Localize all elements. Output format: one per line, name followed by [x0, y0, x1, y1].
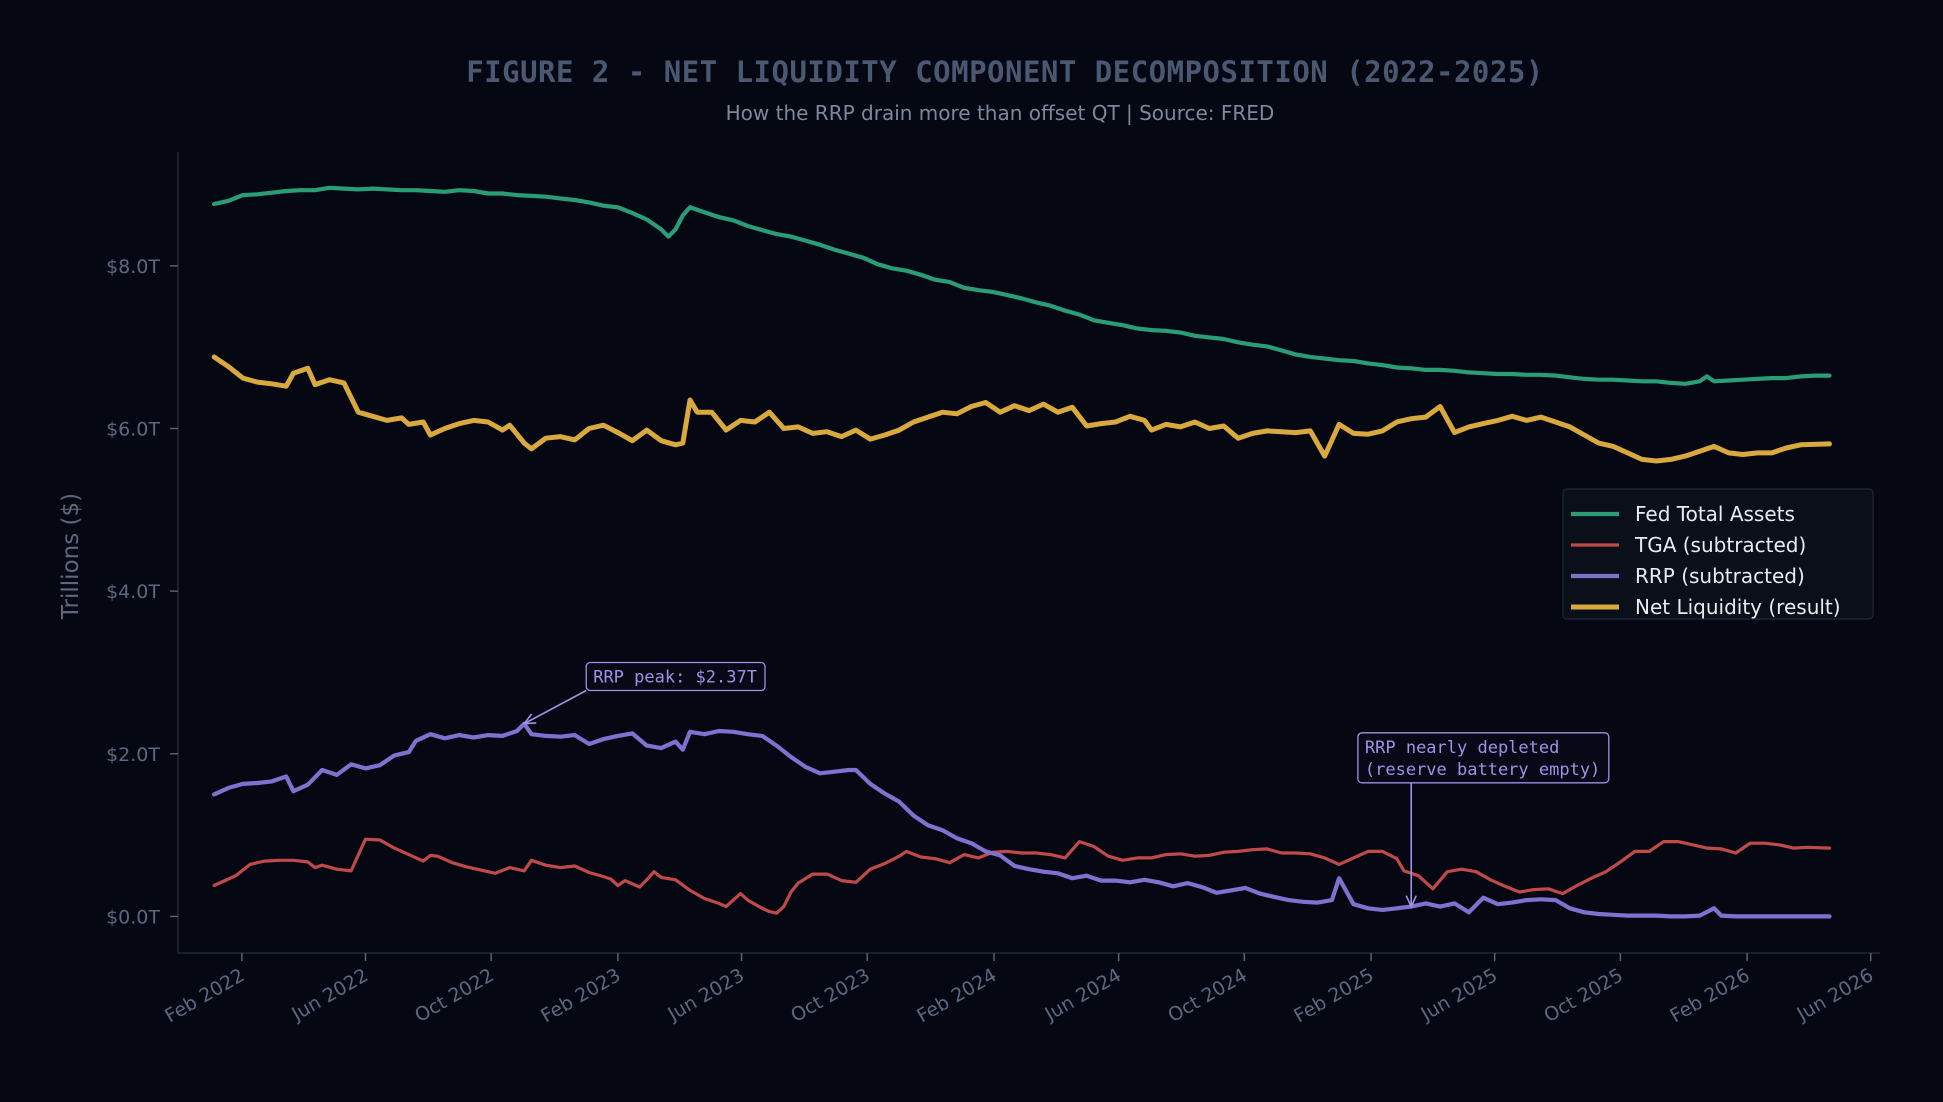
y-axis-label: Trillions ($): [58, 493, 84, 620]
annotation-0: RRP peak: $2.37T: [522, 661, 766, 725]
annotation-arrowhead: [1405, 895, 1417, 909]
annotation-text: (reserve battery empty): [1365, 760, 1600, 780]
annotation-box: [1357, 732, 1610, 784]
annotation-text: RRP nearly depleted: [1365, 738, 1559, 758]
y-tick-label: $2.0T: [106, 744, 160, 766]
series-line-1: [212, 837, 1832, 915]
series-line-0: [212, 185, 1832, 386]
x-tick-label: Jun 2026: [1793, 964, 1878, 1026]
annotation-1: RRP nearly depleted(reserve battery empt…: [1357, 732, 1610, 909]
x-tick-label: Jun 2022: [287, 964, 372, 1026]
x-tick-label: Oct 2024: [1164, 964, 1251, 1027]
chart-subtitle: How the RRP drain more than offset QT | …: [726, 101, 1275, 125]
legend-label: Fed Total Assets: [1635, 502, 1795, 526]
x-tick-label: Oct 2023: [787, 964, 874, 1027]
series-line-2: [212, 721, 1832, 919]
annotation-box: [585, 661, 766, 692]
annotations: RRP peak: $2.37T RRP nearly depleted(rese…: [522, 661, 1610, 909]
legend-label: TGA (subtracted): [1634, 533, 1806, 557]
annotation-text: RRP peak: $2.37T: [593, 668, 757, 688]
series-lines: [211, 185, 1832, 919]
x-tick-label: Oct 2022: [411, 964, 498, 1027]
legend-label: RRP (subtracted): [1635, 564, 1805, 588]
annotation-arrow: [525, 689, 587, 724]
legend-box: [1562, 488, 1874, 620]
x-tick-label: Feb 2025: [1290, 964, 1377, 1027]
x-tick-label: Jun 2024: [1040, 964, 1125, 1026]
legend-label: Net Liquidity (result): [1635, 595, 1841, 619]
x-tick-label: Oct 2025: [1540, 964, 1627, 1027]
legend: Fed Total Assets TGA (subtracted) RRP (sub…: [1562, 488, 1874, 620]
chart-title: FIGURE 2 - NET LIQUIDITY COMPONENT DECOM…: [466, 55, 1544, 89]
annotation-arrowhead: [522, 713, 537, 725]
y-tick-label: $6.0T: [106, 418, 160, 440]
x-tick-label: Feb 2023: [537, 964, 624, 1027]
x-tick-label: Jun 2023: [663, 964, 748, 1026]
y-tick-label: $0.0T: [106, 906, 160, 928]
x-tick-label: Jun 2025: [1416, 964, 1501, 1026]
series-line-3: [211, 354, 1832, 464]
x-tick-label: Feb 2024: [913, 964, 1000, 1027]
y-tick-label: $8.0T: [106, 256, 160, 278]
y-tick-label: $4.0T: [106, 581, 160, 603]
x-tick-label: Feb 2022: [161, 964, 248, 1027]
x-tick-label: Feb 2026: [1666, 964, 1753, 1027]
